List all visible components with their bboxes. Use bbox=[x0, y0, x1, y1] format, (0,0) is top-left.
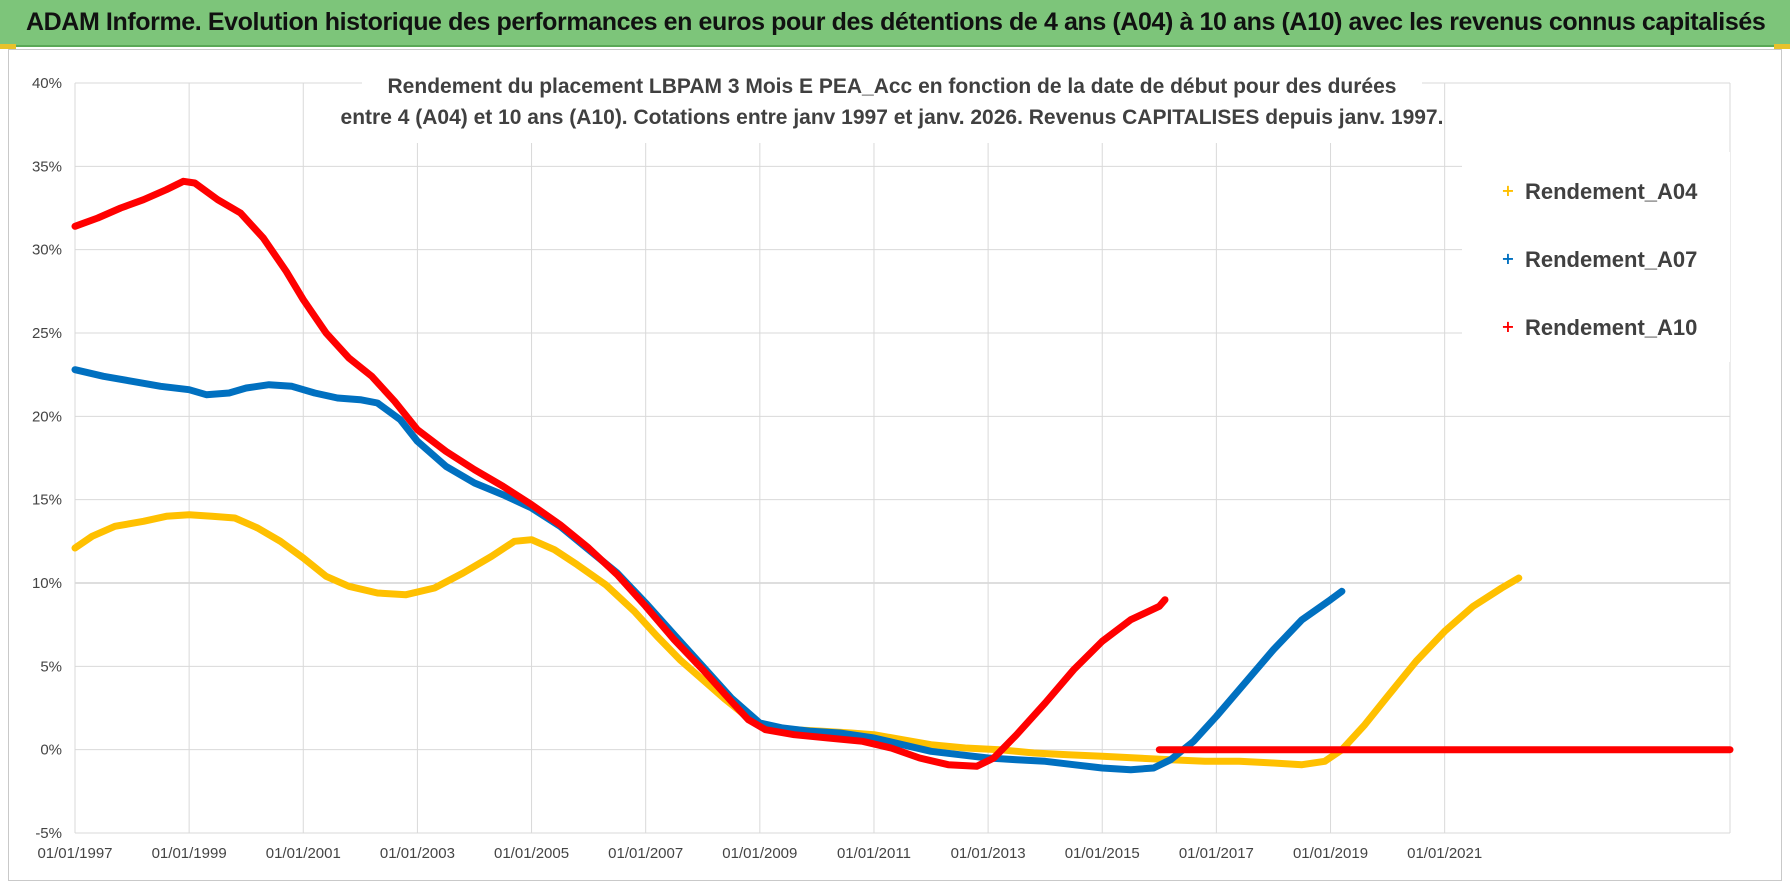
x-tick-label: 01/01/2001 bbox=[266, 845, 341, 862]
chart-title-line: Rendement du placement LBPAM 3 Mois E PE… bbox=[388, 75, 1397, 98]
x-tick-label: 01/01/2005 bbox=[494, 845, 569, 862]
x-tick-label: 01/01/2007 bbox=[608, 845, 683, 862]
y-tick-label: 5% bbox=[40, 658, 62, 675]
legend-marker-icon: + bbox=[1501, 317, 1514, 336]
y-tick-label: 40% bbox=[32, 75, 62, 92]
banner-accent-left bbox=[0, 44, 16, 49]
series-group bbox=[71, 177, 1734, 774]
x-tick-label: 01/01/2011 bbox=[837, 845, 911, 862]
y-tick-label: 25% bbox=[32, 325, 62, 342]
x-tick-label: 01/01/2003 bbox=[380, 845, 455, 862]
x-tick-label: 01/01/2017 bbox=[1179, 845, 1254, 862]
banner: ADAM Informe. Evolution historique des p… bbox=[0, 0, 1790, 47]
x-tick-label: 01/01/2019 bbox=[1293, 845, 1368, 862]
y-axis: 40% 35% 30% 25% 20% 15% 10% 5% 0% -5% bbox=[32, 75, 62, 842]
chart-title-backdrop bbox=[362, 63, 1422, 143]
legend-marker-icon: + bbox=[1501, 181, 1514, 200]
legend-label: Rendement_A10 bbox=[1525, 315, 1697, 340]
legend-backdrop bbox=[1462, 152, 1730, 362]
x-tick-label: 01/01/2009 bbox=[722, 845, 797, 862]
x-tick-label: 01/01/1997 bbox=[37, 845, 112, 862]
x-tick-label: 01/01/2013 bbox=[951, 845, 1026, 862]
y-tick-label: 35% bbox=[32, 158, 62, 175]
y-tick-label: 10% bbox=[32, 575, 62, 592]
y-tick-label: 15% bbox=[32, 492, 62, 509]
series-line-rendement-a07 bbox=[71, 366, 1346, 774]
y-tick-label: 20% bbox=[32, 408, 62, 425]
x-axis: 01/01/1997 01/01/1999 01/01/2001 01/01/2003… bbox=[37, 845, 1482, 862]
legend: + Rendement_A04 + Rendement_A07 + Rendement_A… bbox=[1462, 152, 1730, 362]
page-title: ADAM Informe. Evolution historique des p… bbox=[26, 8, 1766, 36]
chart-title-line: entre 4 (A04) et 10 ans (A10). Cotations… bbox=[341, 106, 1444, 129]
legend-marker-icon: + bbox=[1501, 249, 1514, 268]
series-line-rendement-a10 bbox=[71, 177, 1169, 770]
x-tick-label: 01/01/2021 bbox=[1407, 845, 1482, 862]
legend-label: Rendement_A04 bbox=[1525, 179, 1698, 204]
y-tick-label: 30% bbox=[32, 242, 62, 259]
legend-label: Rendement_A07 bbox=[1525, 247, 1697, 272]
banner-accent-right bbox=[1774, 44, 1790, 49]
y-tick-label: 0% bbox=[40, 742, 62, 759]
gridlines bbox=[74, 82, 1731, 834]
chart-title: Rendement du placement LBPAM 3 Mois E PE… bbox=[341, 63, 1444, 143]
y-tick-label: -5% bbox=[35, 825, 62, 842]
x-tick-label: 01/01/2015 bbox=[1065, 845, 1140, 862]
x-tick-label: 01/01/1999 bbox=[152, 845, 227, 862]
